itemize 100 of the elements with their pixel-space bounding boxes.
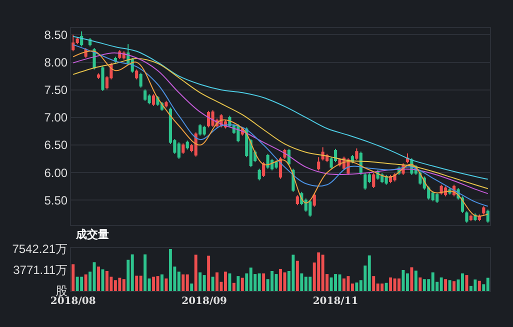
candlestick: [177, 142, 180, 160]
bar: [258, 273, 261, 291]
bar: [422, 279, 426, 291]
y-tick-label: 8.50: [44, 28, 68, 42]
bar: [410, 267, 414, 291]
bar: [135, 276, 138, 291]
bar: [97, 266, 100, 291]
bar: [144, 254, 147, 291]
candlestick: [321, 146, 324, 161]
candlestick: [198, 124, 202, 136]
bar: [300, 273, 304, 291]
candlestick: [465, 210, 468, 224]
bar: [240, 278, 244, 291]
x-tick-label: 2018/11: [312, 296, 358, 307]
candlestick: [486, 209, 490, 224]
bar: [380, 284, 384, 291]
candlestick: [308, 200, 312, 218]
bar: [330, 277, 333, 291]
candlestick: [482, 206, 486, 216]
candlestick: [207, 110, 210, 128]
bar: [279, 268, 282, 291]
candlestick: [317, 156, 320, 171]
bar: [232, 282, 236, 291]
candlestick: [262, 162, 266, 178]
candlestick: [431, 190, 434, 202]
candlestick: [96, 72, 100, 80]
bar: [321, 254, 324, 291]
bar: [118, 278, 122, 291]
bar: [444, 279, 448, 291]
bar: [76, 276, 79, 291]
x-tick-label: 2018/09: [182, 296, 228, 307]
bar: [224, 272, 227, 291]
bar: [186, 274, 189, 291]
candlestick: [372, 172, 376, 189]
bar: [308, 276, 312, 291]
candlestick: [270, 158, 274, 171]
bar: [304, 276, 308, 291]
bar: [122, 279, 126, 291]
bar: [292, 254, 295, 291]
bar: [461, 273, 464, 291]
bar: [207, 256, 210, 291]
bar: [84, 274, 88, 291]
bar: [190, 284, 194, 291]
bar: [152, 276, 156, 291]
candlestick: [148, 94, 151, 105]
bar: [440, 277, 443, 291]
y-tick-label: 7542.21万: [12, 242, 68, 256]
candlestick: [266, 153, 270, 170]
bar: [236, 276, 240, 291]
y-tick-label: 7.00: [44, 110, 68, 125]
candlestick: [364, 172, 367, 190]
candlestick: [139, 72, 142, 88]
candlestick: [80, 30, 84, 47]
bar: [139, 276, 142, 291]
bar: [368, 255, 371, 291]
bar: [448, 280, 452, 291]
bar: [372, 276, 376, 291]
bar: [384, 282, 388, 291]
candlestick: [406, 152, 410, 164]
bar: [105, 271, 108, 291]
bar: [465, 275, 468, 291]
candlestick: [186, 140, 189, 150]
bar: [452, 281, 456, 291]
bar: [418, 277, 422, 291]
bar: [334, 274, 337, 291]
bar: [216, 272, 218, 291]
bar: [198, 272, 202, 291]
candlestick: [182, 142, 185, 154]
y-tick-label: 7.50: [44, 83, 68, 98]
bar: [474, 279, 477, 291]
bar: [80, 276, 84, 291]
candlestick: [258, 168, 261, 181]
y-tick-label: 6.00: [44, 166, 68, 180]
bar: [274, 274, 278, 291]
y-tick-label: 3771.11万: [13, 263, 68, 278]
candlestick: [164, 100, 168, 108]
candlestick: [469, 214, 472, 222]
x-tick-label: 2018/08: [50, 296, 96, 307]
bar: [431, 272, 434, 291]
bar: [114, 280, 117, 291]
bar: [355, 282, 358, 291]
candlestick: [152, 94, 156, 106]
y-tick-label: 5.50: [44, 193, 68, 208]
candlestick: [72, 34, 75, 52]
bar: [406, 273, 409, 291]
candlestick: [144, 88, 147, 102]
bar: [398, 278, 400, 291]
bar: [211, 276, 214, 291]
bar: [228, 273, 232, 291]
bar: [346, 276, 350, 291]
candlestick: [312, 193, 316, 208]
bar: [194, 254, 198, 291]
candlestick: [135, 68, 138, 80]
bar: [72, 264, 75, 291]
candlestick: [436, 192, 439, 204]
bar: [389, 277, 392, 291]
y-tick-label: 6.50: [44, 138, 68, 152]
line-series: [72, 36, 488, 180]
bar: [317, 252, 320, 291]
bar: [249, 268, 252, 291]
